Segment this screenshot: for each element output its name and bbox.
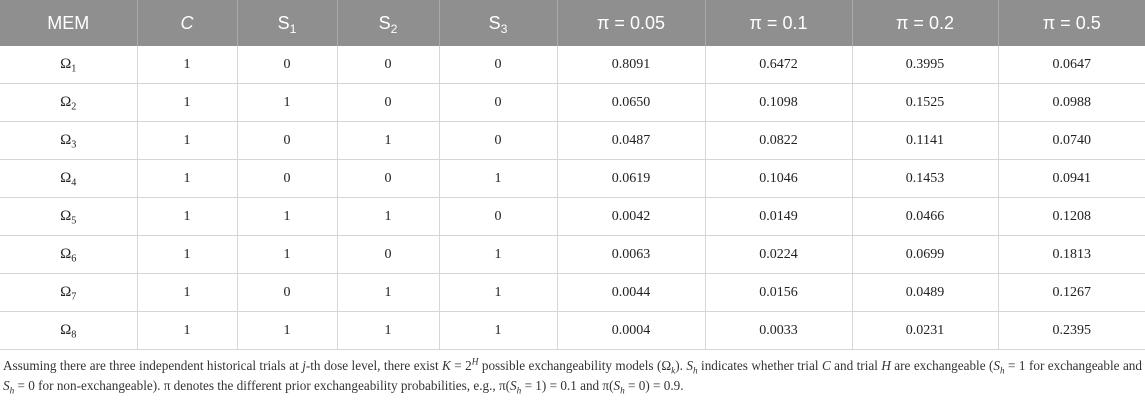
header-pi-005: π = 0.05 bbox=[557, 0, 706, 46]
cell-s2: 1 bbox=[337, 311, 440, 350]
header-pi-01: π = 0.1 bbox=[705, 0, 853, 46]
cell-pi-005: 0.0042 bbox=[557, 197, 706, 236]
cell-s3: 0 bbox=[439, 197, 558, 236]
cell-pi-005: 0.0044 bbox=[557, 273, 706, 312]
cell-c: 1 bbox=[137, 121, 238, 160]
header-mem: MEM bbox=[0, 0, 138, 46]
cell-s1: 1 bbox=[237, 83, 338, 122]
header-s3: S3 bbox=[439, 0, 558, 46]
cell-mem: Ω8 bbox=[0, 311, 138, 350]
cell-mem: Ω7 bbox=[0, 273, 138, 312]
cell-c: 1 bbox=[137, 83, 238, 122]
mem-table: MEM C S1 S2 S3 π = 0.05 π = 0.1 π = 0.2 … bbox=[0, 0, 1145, 350]
cell-s3: 0 bbox=[439, 83, 558, 122]
header-row: MEM C S1 S2 S3 π = 0.05 π = 0.1 π = 0.2 … bbox=[0, 0, 1145, 46]
cell-mem: Ω4 bbox=[0, 159, 138, 198]
cell-pi-02: 0.1525 bbox=[852, 83, 999, 122]
cell-pi-02: 0.0489 bbox=[852, 273, 999, 312]
cell-pi-05: 0.0647 bbox=[998, 46, 1145, 84]
cell-pi-01: 0.0156 bbox=[705, 273, 853, 312]
table-row: Ω2 1 1 0 0 0.0650 0.1098 0.1525 0.0988 bbox=[0, 83, 1145, 122]
cell-s2: 0 bbox=[337, 46, 440, 84]
cell-s2: 0 bbox=[337, 83, 440, 122]
table-footnote: Assuming there are three independent his… bbox=[3, 356, 1142, 396]
header-pi-02: π = 0.2 bbox=[852, 0, 999, 46]
cell-pi-02: 0.3995 bbox=[852, 46, 999, 84]
table-row: Ω4 1 0 0 1 0.0619 0.1046 0.1453 0.0941 bbox=[0, 159, 1145, 198]
cell-s1: 0 bbox=[237, 121, 338, 160]
cell-pi-01: 0.6472 bbox=[705, 46, 853, 84]
cell-pi-01: 0.0822 bbox=[705, 121, 853, 160]
cell-pi-02: 0.0466 bbox=[852, 197, 999, 236]
cell-pi-01: 0.1046 bbox=[705, 159, 853, 198]
cell-mem: Ω1 bbox=[0, 46, 138, 84]
table-row: Ω7 1 0 1 1 0.0044 0.0156 0.0489 0.1267 bbox=[0, 273, 1145, 312]
cell-s1: 0 bbox=[237, 159, 338, 198]
cell-s2: 0 bbox=[337, 235, 440, 274]
cell-pi-02: 0.1141 bbox=[852, 121, 999, 160]
cell-pi-05: 0.1208 bbox=[998, 197, 1145, 236]
cell-pi-01: 0.0224 bbox=[705, 235, 853, 274]
cell-s1: 1 bbox=[237, 235, 338, 274]
table-row: Ω5 1 1 1 0 0.0042 0.0149 0.0466 0.1208 bbox=[0, 197, 1145, 236]
cell-pi-01: 0.1098 bbox=[705, 83, 853, 122]
cell-s2: 0 bbox=[337, 159, 440, 198]
cell-c: 1 bbox=[137, 46, 238, 84]
cell-pi-005: 0.0487 bbox=[557, 121, 706, 160]
cell-s1: 1 bbox=[237, 197, 338, 236]
cell-s3: 0 bbox=[439, 46, 558, 84]
cell-s3: 1 bbox=[439, 311, 558, 350]
cell-s2: 1 bbox=[337, 121, 440, 160]
cell-c: 1 bbox=[137, 159, 238, 198]
cell-pi-05: 0.0988 bbox=[998, 83, 1145, 122]
cell-mem: Ω3 bbox=[0, 121, 138, 160]
cell-pi-05: 0.1267 bbox=[998, 273, 1145, 312]
cell-s1: 0 bbox=[237, 273, 338, 312]
cell-pi-005: 0.0619 bbox=[557, 159, 706, 198]
cell-pi-05: 0.1813 bbox=[998, 235, 1145, 274]
cell-c: 1 bbox=[137, 273, 238, 312]
cell-pi-005: 0.0004 bbox=[557, 311, 706, 350]
cell-pi-005: 0.0063 bbox=[557, 235, 706, 274]
table-row: Ω8 1 1 1 1 0.0004 0.0033 0.0231 0.2395 bbox=[0, 311, 1145, 350]
cell-pi-05: 0.0740 bbox=[998, 121, 1145, 160]
cell-pi-05: 0.0941 bbox=[998, 159, 1145, 198]
header-pi-05: π = 0.5 bbox=[998, 0, 1145, 46]
header-s2: S2 bbox=[337, 0, 440, 46]
table-row: Ω1 1 0 0 0 0.8091 0.6472 0.3995 0.0647 bbox=[0, 46, 1145, 84]
cell-s1: 1 bbox=[237, 311, 338, 350]
header-s1: S1 bbox=[237, 0, 338, 46]
cell-s2: 1 bbox=[337, 273, 440, 312]
table-row: Ω6 1 1 0 1 0.0063 0.0224 0.0699 0.1813 bbox=[0, 235, 1145, 274]
cell-pi-01: 0.0149 bbox=[705, 197, 853, 236]
cell-pi-02: 0.1453 bbox=[852, 159, 999, 198]
table-row: Ω3 1 0 1 0 0.0487 0.0822 0.1141 0.0740 bbox=[0, 121, 1145, 160]
cell-c: 1 bbox=[137, 311, 238, 350]
cell-pi-02: 0.0699 bbox=[852, 235, 999, 274]
header-c: C bbox=[137, 0, 238, 46]
cell-pi-005: 0.8091 bbox=[557, 46, 706, 84]
cell-pi-05: 0.2395 bbox=[998, 311, 1145, 350]
cell-s3: 1 bbox=[439, 273, 558, 312]
cell-c: 1 bbox=[137, 235, 238, 274]
cell-pi-005: 0.0650 bbox=[557, 83, 706, 122]
cell-mem: Ω6 bbox=[0, 235, 138, 274]
cell-mem: Ω5 bbox=[0, 197, 138, 236]
cell-s2: 1 bbox=[337, 197, 440, 236]
cell-mem: Ω2 bbox=[0, 83, 138, 122]
cell-s1: 0 bbox=[237, 46, 338, 84]
cell-s3: 1 bbox=[439, 159, 558, 198]
cell-c: 1 bbox=[137, 197, 238, 236]
cell-pi-01: 0.0033 bbox=[705, 311, 853, 350]
cell-s3: 1 bbox=[439, 235, 558, 274]
cell-s3: 0 bbox=[439, 121, 558, 160]
cell-pi-02: 0.0231 bbox=[852, 311, 999, 350]
